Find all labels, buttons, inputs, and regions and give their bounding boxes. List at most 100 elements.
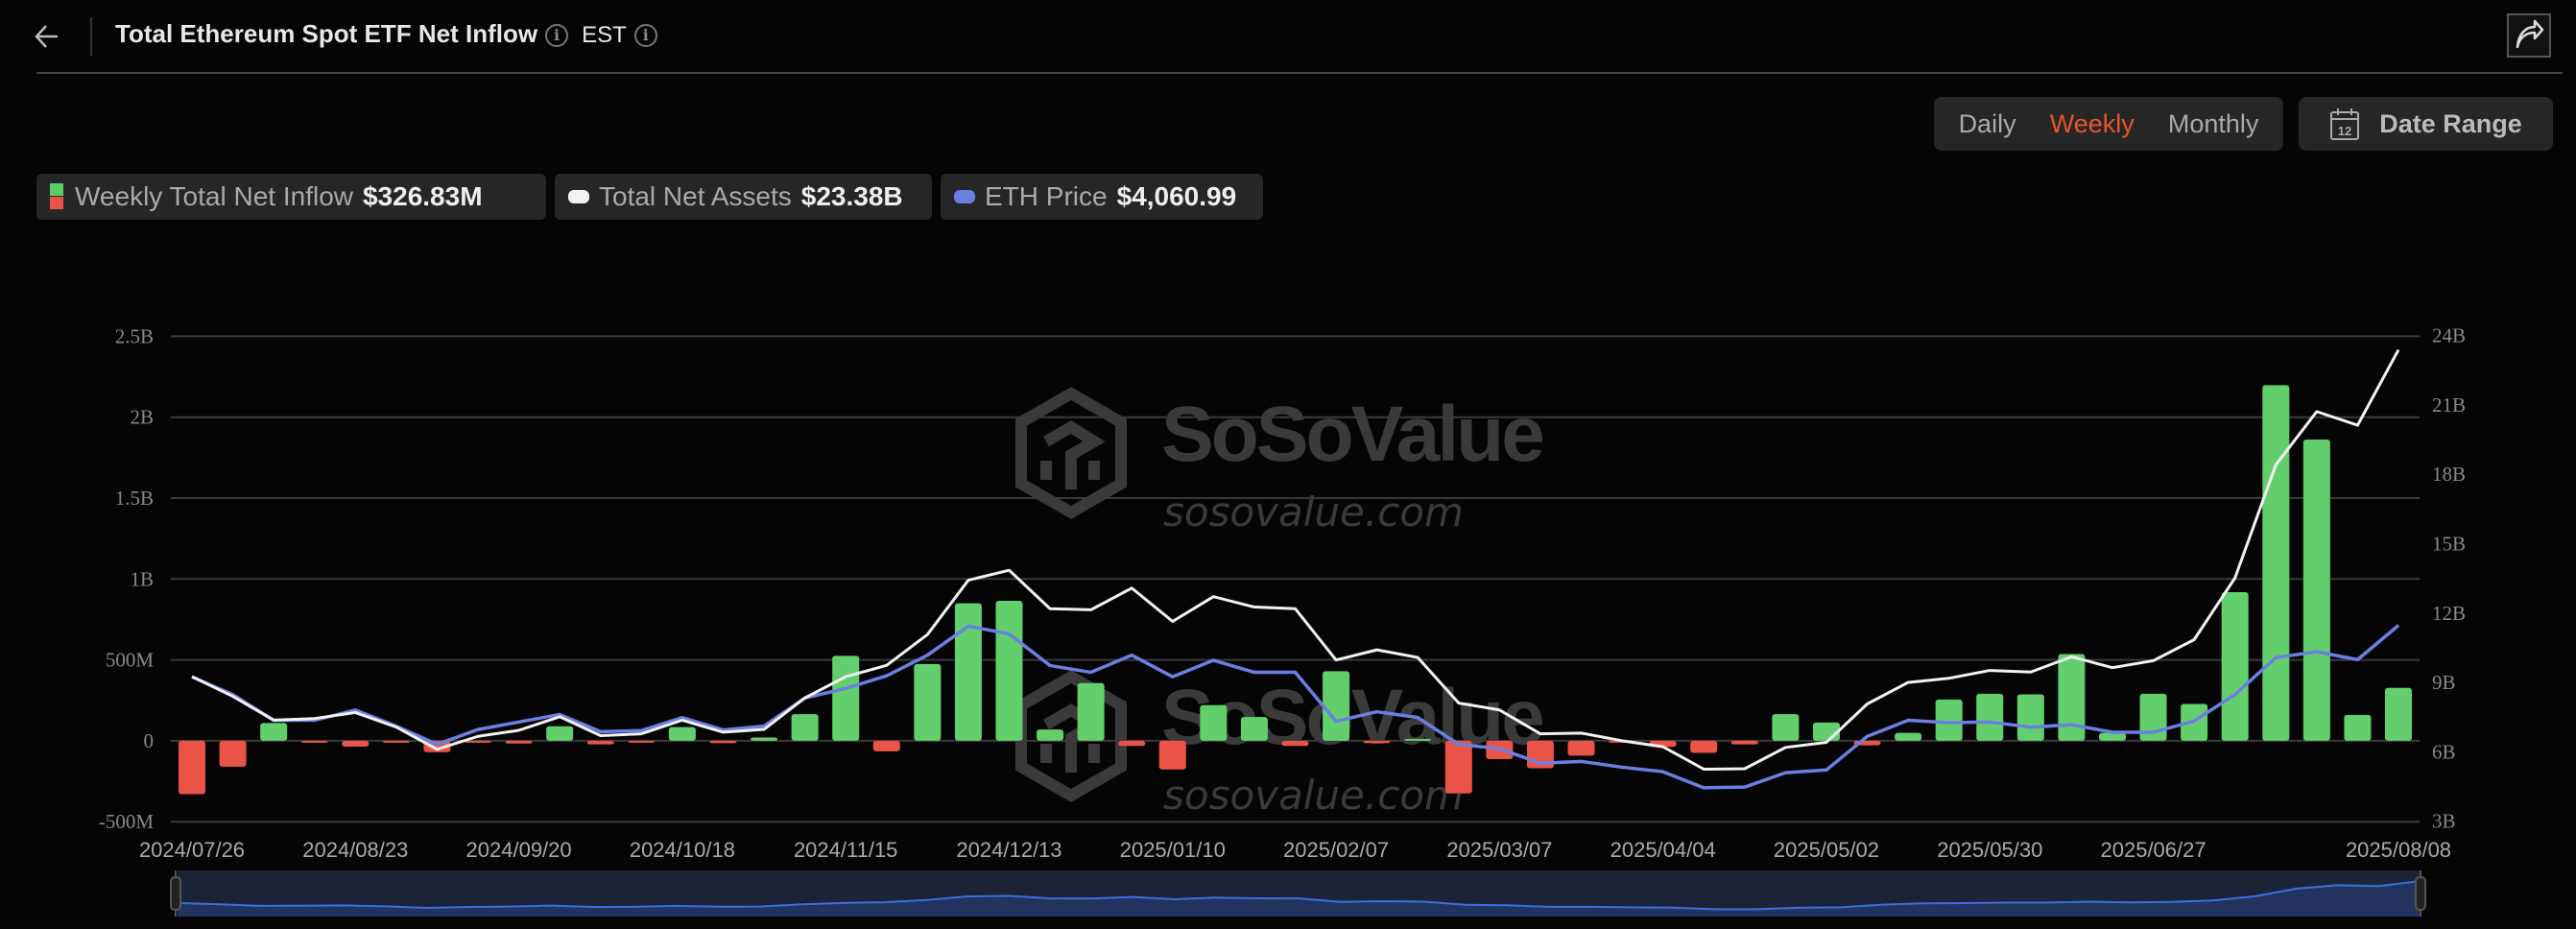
net-assets-line xyxy=(191,348,2400,771)
inflow-bar[interactable] xyxy=(2016,694,2044,741)
inflow-bar[interactable] xyxy=(2221,591,2249,741)
inflow-bar[interactable] xyxy=(260,723,288,741)
inflow-bar[interactable] xyxy=(914,663,942,741)
navigator-line xyxy=(177,880,2421,911)
left-axis: 2.5B 2B 1.5B 1B 500M 0 -500M xyxy=(99,324,154,833)
header-divider xyxy=(90,17,92,56)
right-axis: 24B 21B 18B 15B 12B 9B 6B 3B xyxy=(2432,324,2466,833)
right-tick-label: 12B xyxy=(2432,602,2466,625)
inflow-bar[interactable] xyxy=(1567,740,1595,756)
inflow-bar[interactable] xyxy=(1240,717,1268,741)
inflow-bar[interactable] xyxy=(791,714,819,741)
legend-net-inflow[interactable]: Weekly Total Net Inflow $326.83M xyxy=(36,174,546,220)
share-button[interactable] xyxy=(2507,13,2551,58)
inflow-bar[interactable] xyxy=(1200,704,1228,741)
timezone-label: EST xyxy=(582,22,627,49)
inflow-bar[interactable] xyxy=(179,740,205,795)
x-tick-label: 2025/02/07 xyxy=(1283,838,1389,862)
inflow-bar[interactable] xyxy=(219,740,247,767)
legend-value: $326.83M xyxy=(362,181,483,211)
inflow-bar[interactable] xyxy=(1158,740,1186,770)
inflow-bar[interactable] xyxy=(668,727,696,741)
inflow-bar[interactable] xyxy=(1690,740,1718,753)
left-tick-label: 500M xyxy=(106,649,155,672)
inflow-bar[interactable] xyxy=(1976,693,2004,741)
inflow-bar[interactable] xyxy=(382,740,410,743)
x-tick-label: 2024/12/13 xyxy=(956,838,1061,862)
inflow-bar[interactable] xyxy=(1281,740,1309,747)
inflow-bar[interactable] xyxy=(1077,682,1105,741)
inflow-bar[interactable] xyxy=(2385,687,2412,741)
left-tick-label: 1.5B xyxy=(115,487,154,510)
navigator-handle[interactable] xyxy=(170,876,181,911)
right-tick-label: 3B xyxy=(2432,810,2456,833)
legend-net-assets[interactable]: Total Net Assets $23.38B xyxy=(555,174,932,220)
x-axis: 2024/07/26 2024/08/23 2024/09/20 2024/10/18… xyxy=(139,838,2451,862)
inflow-bar[interactable] xyxy=(1323,671,1350,741)
right-tick-label: 15B xyxy=(2432,533,2466,556)
inflow-bar[interactable] xyxy=(1037,729,1064,741)
share-icon xyxy=(2516,19,2544,49)
x-tick-label: 2025/08/08 xyxy=(2346,838,2451,862)
eth-price-line xyxy=(191,624,2400,790)
inflow-bar[interactable] xyxy=(1895,732,1922,741)
period-toggle: Daily Weekly Monthly xyxy=(1934,97,2283,151)
inflow-bar[interactable] xyxy=(465,740,492,743)
inflow-bar[interactable] xyxy=(995,601,1023,741)
page-title: Total Ethereum Spot ETF Net Inflow i EST i xyxy=(115,19,657,49)
inflow-bar[interactable] xyxy=(1118,740,1146,747)
legend-label: Weekly Total Net Inflow xyxy=(75,181,353,211)
title-text: Total Ethereum Spot ETF Net Inflow xyxy=(115,19,538,48)
x-tick-label: 2025/01/10 xyxy=(1120,838,1226,862)
legend-value: $23.38B xyxy=(800,181,903,211)
x-tick-label: 2025/05/02 xyxy=(1774,838,1879,862)
period-weekly[interactable]: Weekly xyxy=(2049,108,2135,138)
inflow-bar[interactable] xyxy=(1444,740,1472,794)
inflow-bar[interactable] xyxy=(2098,732,2126,741)
inflow-bar[interactable] xyxy=(709,740,737,744)
blue-swatch-icon xyxy=(954,190,975,203)
inflow-bar[interactable] xyxy=(1772,714,1800,741)
left-tick-label: 1B xyxy=(130,567,154,590)
calendar-icon: 12 xyxy=(2330,108,2360,140)
inflow-bar[interactable] xyxy=(2344,714,2372,741)
period-monthly[interactable]: Monthly xyxy=(2167,108,2259,138)
date-range-button[interactable]: 12 Date Range xyxy=(2299,97,2553,151)
legend-label: ETH Price xyxy=(985,181,1108,211)
inflow-bar[interactable] xyxy=(2302,439,2330,741)
x-tick-label: 2025/05/30 xyxy=(1937,838,2042,862)
inflow-bar[interactable] xyxy=(300,740,328,743)
legend-eth-price[interactable]: ETH Price $4,060.99 xyxy=(941,174,1263,220)
legend-label: Total Net Assets xyxy=(599,181,792,211)
range-navigator[interactable] xyxy=(170,870,2426,917)
watermark-site: sosovalue.com xyxy=(1163,488,1464,536)
inflow-bar[interactable] xyxy=(1363,740,1391,744)
inflow-bars xyxy=(179,385,2412,795)
inflow-bar[interactable] xyxy=(546,726,574,741)
svg-text:12: 12 xyxy=(2338,124,2351,138)
inflow-bar[interactable] xyxy=(342,740,370,747)
inflow-bar[interactable] xyxy=(1730,740,1758,745)
x-tick-label: 2024/10/18 xyxy=(630,838,735,862)
inflow-bar[interactable] xyxy=(2058,654,2086,741)
inflow-bar[interactable] xyxy=(1935,699,1963,741)
info-icon[interactable]: i xyxy=(545,24,569,48)
inflow-bar[interactable] xyxy=(954,603,982,741)
back-button[interactable] xyxy=(29,17,67,56)
navigator-handle[interactable] xyxy=(2415,876,2426,911)
watermark-logo: SoSoValue sosovalue.com xyxy=(1015,387,1545,536)
inflow-bar[interactable] xyxy=(586,740,614,745)
inflow-bar[interactable] xyxy=(505,740,533,744)
inflow-bar[interactable] xyxy=(832,655,860,741)
inflow-bar[interactable] xyxy=(751,737,778,741)
inflow-bar[interactable] xyxy=(1404,738,1432,741)
inflow-bar[interactable] xyxy=(872,740,900,751)
timezone-info-icon[interactable]: i xyxy=(633,24,657,48)
inflow-bar[interactable] xyxy=(628,740,656,743)
period-daily[interactable]: Daily xyxy=(1958,108,2016,138)
x-tick-label: 2025/03/07 xyxy=(1446,838,1552,862)
arrow-left-icon xyxy=(35,25,58,48)
right-tick-label: 24B xyxy=(2432,324,2466,347)
inflow-bar[interactable] xyxy=(2262,385,2290,741)
